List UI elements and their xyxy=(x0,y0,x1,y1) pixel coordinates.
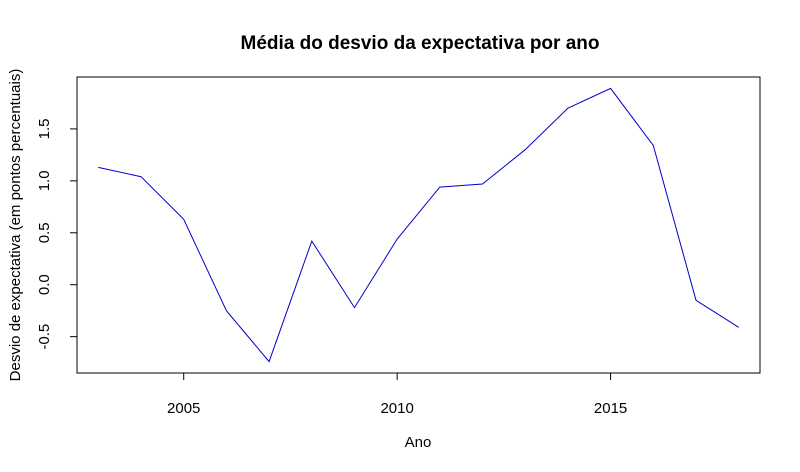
y-axis: -0.5 0.0 0.5 1.0 1.5 xyxy=(36,119,77,350)
y-tick-label: 1.0 xyxy=(36,170,53,191)
chart-title: Média do desvio da expectativa por ano xyxy=(241,33,600,54)
y-tick-label: 0.5 xyxy=(36,222,53,243)
y-axis-label: Desvio de expectativa (em pontos percent… xyxy=(7,69,24,382)
x-tick-label: 2010 xyxy=(380,400,413,417)
x-axis: 2005 2010 2015 xyxy=(167,373,627,417)
plot-frame xyxy=(76,76,761,374)
series-line xyxy=(98,87,739,363)
y-tick-label: -0.5 xyxy=(36,324,53,350)
y-tick-label: 1.5 xyxy=(36,119,53,140)
y-tick-label: 0.0 xyxy=(36,274,53,295)
x-tick-label: 2005 xyxy=(167,400,200,417)
x-tick-label: 2015 xyxy=(594,400,627,417)
x-axis-label: Ano xyxy=(405,434,432,451)
